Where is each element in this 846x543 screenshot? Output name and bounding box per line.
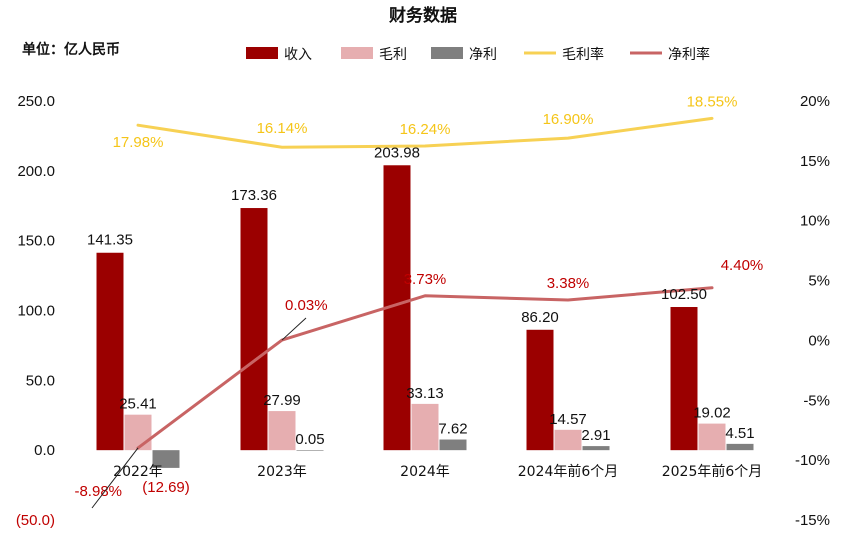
data-labels: 141.35 173.36 203.98 86.20 102.50 25.41 27.99 3… bbox=[74, 93, 764, 509]
bar-收入-0 bbox=[96, 252, 124, 451]
legend-label: 毛利率 bbox=[562, 46, 604, 63]
right-tick-label: 15% bbox=[800, 153, 830, 170]
revenue-data-label: 203.98 bbox=[374, 144, 420, 161]
legend-swatch-收入 bbox=[246, 47, 278, 59]
legend-label: 净利率 bbox=[668, 46, 710, 63]
category-label: 2024年 bbox=[400, 464, 450, 480]
net-profit-data-label: (12.69) bbox=[142, 479, 190, 496]
left-tick-label: 150.0 bbox=[17, 233, 55, 250]
bar-毛利-4 bbox=[698, 423, 726, 451]
bar-收入-1 bbox=[240, 208, 268, 451]
bar-收入-3 bbox=[526, 329, 554, 451]
bar-净利-3 bbox=[582, 446, 610, 451]
left-tick-label: (50.0) bbox=[16, 512, 55, 529]
net-profit-data-label: 0.05 bbox=[295, 431, 324, 448]
legend-label: 收入 bbox=[284, 47, 312, 63]
right-tick-label: 10% bbox=[800, 213, 830, 230]
bar-净利-0 bbox=[152, 450, 180, 468]
legend-label: 净利 bbox=[469, 47, 497, 63]
right-tick-label: 0% bbox=[808, 332, 830, 349]
bar-净利-1 bbox=[296, 450, 324, 451]
bars bbox=[96, 165, 754, 468]
left-tick-label: 0.0 bbox=[34, 442, 55, 459]
right-tick-label: -10% bbox=[795, 452, 830, 469]
legend: 收入 毛利 净利 毛利率 净利率 bbox=[246, 46, 710, 63]
category-label: 2022年 bbox=[113, 464, 163, 480]
net-margin-data-label: 3.73% bbox=[404, 271, 447, 288]
bar-净利-2 bbox=[439, 439, 467, 451]
category-label: 2024年前6个月 bbox=[518, 463, 619, 480]
lines bbox=[136, 116, 714, 450]
category-axis: 2022年 2023年 2024年 2024年前6个月 2025年前6个月 bbox=[113, 463, 762, 480]
gross-profit-data-label: 14.57 bbox=[549, 411, 587, 428]
legend-swatch-净利 bbox=[431, 47, 463, 59]
left-tick-label: 100.0 bbox=[17, 303, 55, 320]
gross-margin-data-label: 16.90% bbox=[543, 111, 594, 128]
left-tick-label: 200.0 bbox=[17, 163, 55, 180]
bar-净利-4 bbox=[726, 443, 754, 451]
bar-毛利-3 bbox=[554, 429, 582, 451]
gross-margin-data-label: 16.14% bbox=[257, 120, 308, 137]
net-margin-data-label: 3.38% bbox=[547, 275, 590, 292]
bar-毛利-0 bbox=[124, 414, 152, 451]
right-tick-label: 5% bbox=[808, 273, 830, 290]
revenue-data-label: 173.36 bbox=[231, 187, 277, 204]
net-margin-data-label: -8.98% bbox=[74, 483, 122, 500]
leader-line bbox=[91, 447, 139, 509]
left-tick-label: 50.0 bbox=[26, 372, 55, 389]
line-净利率 bbox=[136, 286, 714, 450]
gross-profit-data-label: 33.13 bbox=[406, 385, 444, 402]
right-tick-label: -15% bbox=[795, 512, 830, 529]
category-label: 2025年前6个月 bbox=[662, 463, 763, 480]
unit-label: 单位：亿人民币 bbox=[22, 41, 120, 58]
revenue-data-label: 86.20 bbox=[521, 309, 559, 326]
gross-profit-data-label: 27.99 bbox=[263, 392, 301, 409]
category-label: 2023年 bbox=[257, 464, 307, 480]
gross-margin-data-label: 17.98% bbox=[113, 134, 164, 151]
right-axis: -15% -10% -5% 0% 5% 10% 15% 20% bbox=[795, 93, 830, 529]
revenue-data-label: 102.50 bbox=[661, 286, 707, 303]
leader-line bbox=[281, 317, 307, 341]
legend-label: 毛利 bbox=[379, 47, 407, 63]
chart-title: 财务数据 bbox=[388, 5, 457, 26]
revenue-data-label: 141.35 bbox=[87, 232, 133, 249]
right-tick-label: 20% bbox=[800, 93, 830, 110]
left-tick-label: 250.0 bbox=[17, 93, 55, 110]
gross-margin-data-label: 16.24% bbox=[400, 121, 451, 138]
bar-毛利-1 bbox=[268, 411, 296, 451]
net-profit-data-label: 7.62 bbox=[438, 421, 467, 438]
left-axis: (50.0) 0.0 50.0 100.0 150.0 200.0 250.0 bbox=[16, 93, 55, 529]
bar-毛利-2 bbox=[411, 403, 439, 451]
bar-收入-4 bbox=[670, 307, 698, 451]
legend-swatch-毛利 bbox=[341, 47, 373, 59]
net-margin-data-label: 4.40% bbox=[721, 257, 764, 274]
gross-margin-data-label: 18.55% bbox=[687, 93, 738, 110]
right-tick-label: -5% bbox=[803, 392, 830, 409]
net-profit-data-label: 2.91 bbox=[581, 427, 610, 444]
line-毛利率 bbox=[136, 116, 714, 149]
gross-profit-data-label: 19.02 bbox=[693, 405, 731, 422]
net-profit-data-label: 4.51 bbox=[725, 425, 754, 442]
net-margin-data-label: 0.03% bbox=[285, 297, 328, 314]
gross-profit-data-label: 25.41 bbox=[119, 396, 157, 413]
